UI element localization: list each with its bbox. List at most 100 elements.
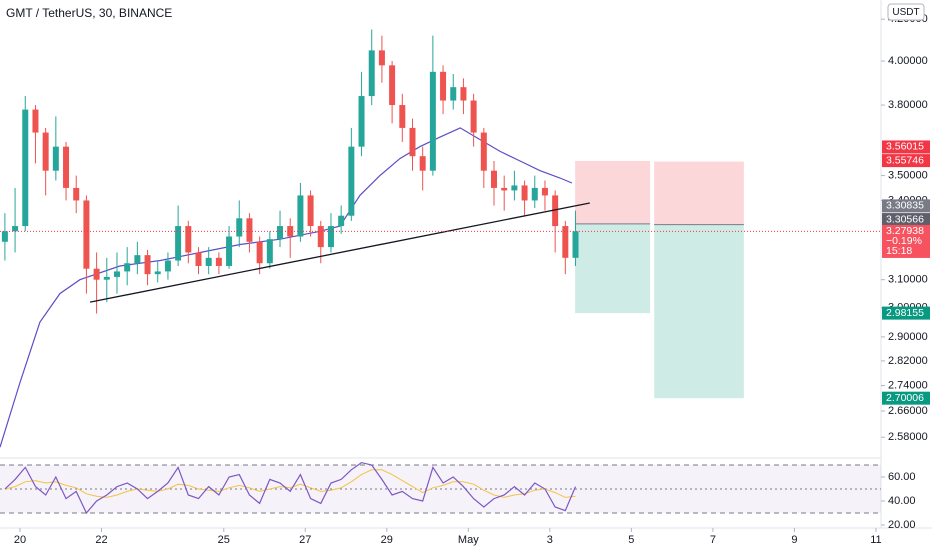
candle-body	[246, 218, 253, 242]
price-tag-label: 3.55746	[886, 154, 924, 166]
candle-body	[358, 96, 365, 147]
price-tag	[882, 154, 930, 168]
candle-body	[440, 71, 447, 101]
last-price-tag	[882, 224, 930, 258]
price-tag-label: 2.98155	[886, 307, 924, 319]
candle-body	[521, 185, 528, 201]
candle-body	[93, 268, 100, 280]
x-tick-label: 25	[218, 534, 230, 546]
candle-body	[277, 226, 284, 240]
candle-body	[124, 263, 131, 272]
y-tick-label: 3.80000	[888, 99, 928, 111]
y-tick-label: 2.58000	[888, 431, 928, 443]
y-tick-label: 3.10000	[888, 274, 928, 286]
y-tick-label: 2.66000	[888, 405, 928, 417]
candle-body	[113, 271, 120, 277]
candle-body	[297, 195, 304, 237]
x-tick-label: 9	[791, 534, 797, 546]
candle-body	[236, 218, 243, 237]
candle-body	[470, 100, 477, 133]
rsi-ma-line	[4, 469, 576, 498]
candle-body	[460, 87, 467, 101]
currency-box[interactable]	[887, 3, 925, 21]
candle-body	[195, 252, 202, 266]
price-tag-label: 3.30835	[886, 200, 924, 212]
y-tick-label: 4.00000	[888, 55, 928, 67]
candle-body	[317, 226, 324, 248]
x-tick-label: 27	[299, 534, 311, 546]
y-tick-label: 2.90000	[888, 331, 928, 343]
y-tick-label: 3.50000	[888, 169, 928, 181]
candle-body	[266, 239, 273, 264]
candle-body	[12, 226, 19, 232]
price-tag-label: 3.56015	[886, 141, 924, 153]
candle-body	[226, 236, 233, 266]
x-tick-label: 11	[870, 534, 881, 546]
x-tick-label: 29	[381, 534, 393, 546]
candle-body	[185, 226, 192, 253]
target-zone	[575, 223, 651, 314]
chart-title: GMT / TetherUS, 30, BINANCE	[6, 6, 172, 20]
candle-body	[338, 215, 345, 227]
candle-body	[399, 105, 406, 128]
price-tag-label: 2.70006	[886, 392, 924, 404]
candle-body	[83, 200, 90, 269]
candle-body	[215, 257, 222, 266]
price-tag	[882, 306, 930, 320]
last-price-countdown: 15:18	[886, 245, 912, 257]
rsi-tick-label: 60.00	[888, 471, 916, 483]
stop-zone	[575, 160, 651, 224]
target-zone	[654, 224, 744, 399]
x-tick-label: 5	[628, 534, 634, 546]
candle-body	[256, 241, 263, 264]
price-tag-label: 3.30566	[886, 213, 924, 225]
trendline	[89, 202, 590, 303]
candle-body	[52, 146, 59, 171]
candle-body	[42, 132, 49, 171]
candle-body	[348, 146, 355, 216]
rsi-line	[4, 461, 577, 515]
candle-body	[378, 50, 385, 66]
candle-body	[501, 187, 508, 191]
price-tag	[882, 199, 930, 213]
candle-body	[419, 156, 426, 171]
candle-body	[63, 146, 70, 188]
candle-body	[32, 109, 39, 133]
y-tick-label: 2.82000	[888, 355, 928, 367]
candle-body	[73, 187, 80, 201]
candle-body	[409, 127, 416, 157]
candle-body	[164, 260, 171, 272]
candle-body	[572, 231, 579, 258]
price-tag	[882, 213, 930, 227]
candle-body	[552, 195, 559, 227]
x-tick-label: 20	[14, 534, 26, 546]
candle-body	[327, 226, 334, 248]
candle-body	[307, 195, 314, 227]
x-tick-label: 22	[95, 534, 107, 546]
candle-body	[562, 226, 569, 258]
candle-body	[491, 170, 498, 188]
last-price-label: 3.27938	[886, 225, 924, 237]
price-tag	[882, 391, 930, 405]
rsi-tick-label: 40.00	[888, 495, 916, 507]
candle-body	[541, 187, 548, 196]
candle-body	[389, 65, 396, 106]
candle-body	[22, 109, 29, 227]
candle-body	[154, 271, 161, 275]
x-tick-label: May	[458, 534, 479, 546]
candle-body	[511, 185, 518, 191]
x-tick-label: 7	[710, 534, 716, 546]
rsi-tick-label: 20.00	[888, 519, 916, 531]
candle-body	[103, 276, 110, 280]
candle-body	[450, 87, 457, 101]
candle-body	[205, 257, 212, 266]
candle-body	[368, 50, 375, 97]
candle-body	[1, 231, 8, 242]
candle-body	[134, 255, 141, 264]
candle-body	[175, 226, 182, 261]
price-tag	[882, 140, 930, 154]
currency[interactable]: USDT	[892, 7, 919, 18]
candle-body	[531, 187, 538, 201]
candle-body	[429, 71, 436, 171]
